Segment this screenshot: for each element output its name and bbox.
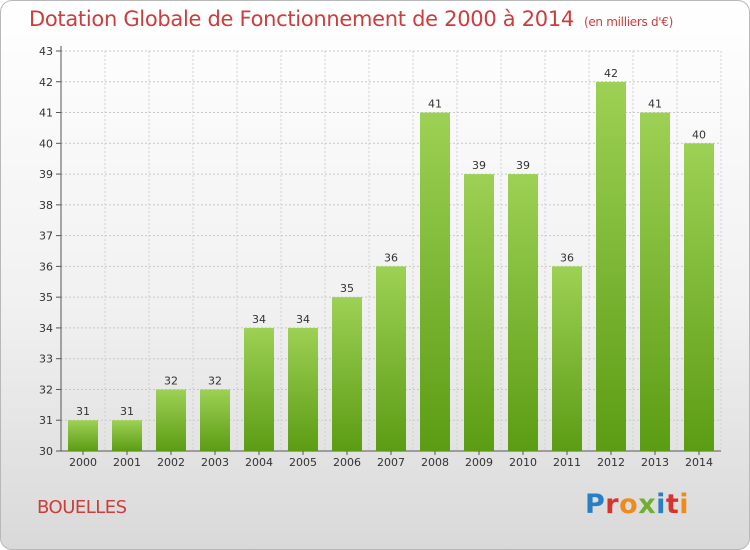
value-label-2009: 39	[472, 159, 486, 172]
value-label-2002: 32	[164, 374, 178, 387]
x-tick-label-2002: 2002	[157, 456, 185, 469]
value-label-2000: 31	[76, 405, 90, 418]
chart-title: Dotation Globale de Fonctionnement de 20…	[29, 7, 673, 31]
y-tick-label-34: 34	[39, 322, 53, 335]
bar-2007	[376, 266, 406, 451]
bar-2009	[464, 174, 494, 452]
value-label-2004: 34	[252, 313, 266, 326]
y-tick-label-35: 35	[39, 291, 53, 304]
bar-2013	[640, 112, 670, 452]
x-tick-labels: 2000 2001 2002 2003 2004 2005 2006 2007 2008 2009…	[69, 456, 713, 469]
chart-unit-note: (en milliers d'€)	[583, 15, 673, 29]
bar-2002	[156, 389, 186, 451]
bar-2000	[68, 420, 98, 451]
value-label-2001: 31	[120, 405, 134, 418]
x-tick-label-2006: 2006	[333, 456, 361, 469]
value-label-2006: 35	[340, 282, 354, 295]
bar-value-labels: 31 31 32 32 34 34 35 36 41 39 39 36 42 41 40	[76, 67, 706, 418]
value-label-2005: 34	[296, 313, 310, 326]
value-label-2007: 36	[384, 251, 398, 264]
bar-2011	[552, 266, 582, 451]
y-tick-label-42: 42	[39, 76, 53, 89]
x-tick-label-2000: 2000	[69, 456, 97, 469]
y-tick-label-38: 38	[39, 199, 53, 212]
y-tick-label-32: 32	[39, 383, 53, 396]
x-tick-label-2009: 2009	[465, 456, 493, 469]
bar-2004	[244, 327, 274, 451]
bar-2008	[420, 112, 450, 452]
x-tick-label-2014: 2014	[685, 456, 713, 469]
x-tick-label-2003: 2003	[201, 456, 229, 469]
bar-2014	[684, 143, 714, 452]
y-tick-label-37: 37	[39, 230, 53, 243]
value-label-2008: 41	[428, 98, 442, 111]
y-tick-labels: 30 31 32 33 34 35 36 37 38 39 40 41 42 43	[39, 45, 53, 458]
y-tick-label-40: 40	[39, 137, 53, 150]
value-label-2012: 42	[604, 67, 618, 80]
x-tick-label-2001: 2001	[113, 456, 141, 469]
value-label-2014: 40	[692, 128, 706, 141]
y-tick-label-33: 33	[39, 353, 53, 366]
value-label-2010: 39	[516, 159, 530, 172]
proxiti-logo: Proxiti	[585, 489, 690, 520]
value-label-2011: 36	[560, 251, 574, 264]
x-tick-label-2005: 2005	[289, 456, 317, 469]
x-tick-label-2004: 2004	[245, 456, 273, 469]
bar-2010	[508, 174, 538, 452]
y-tick-label-36: 36	[39, 260, 53, 273]
x-tick-label-2007: 2007	[377, 456, 405, 469]
x-tick-label-2013: 2013	[641, 456, 669, 469]
value-label-2003: 32	[208, 374, 222, 387]
bar-2005	[288, 327, 318, 451]
bar-2006	[332, 297, 362, 451]
bar-2003	[200, 389, 230, 451]
bar-2001	[112, 420, 142, 451]
y-tick-label-43: 43	[39, 45, 53, 58]
x-tick-label-2012: 2012	[597, 456, 625, 469]
y-tick-label-41: 41	[39, 107, 53, 120]
chart-title-text: Dotation Globale de Fonctionnement de 20…	[29, 7, 574, 31]
y-tick-label-30: 30	[39, 445, 53, 458]
commune-name: BOUELLES	[37, 497, 127, 518]
bar-2012	[596, 81, 626, 452]
y-tick-label-39: 39	[39, 168, 53, 181]
bars	[68, 81, 714, 452]
x-tick-label-2011: 2011	[553, 456, 581, 469]
y-tick-label-31: 31	[39, 414, 53, 427]
x-tick-label-2008: 2008	[421, 456, 449, 469]
x-tick-label-2010: 2010	[509, 456, 537, 469]
value-label-2013: 41	[648, 98, 662, 111]
